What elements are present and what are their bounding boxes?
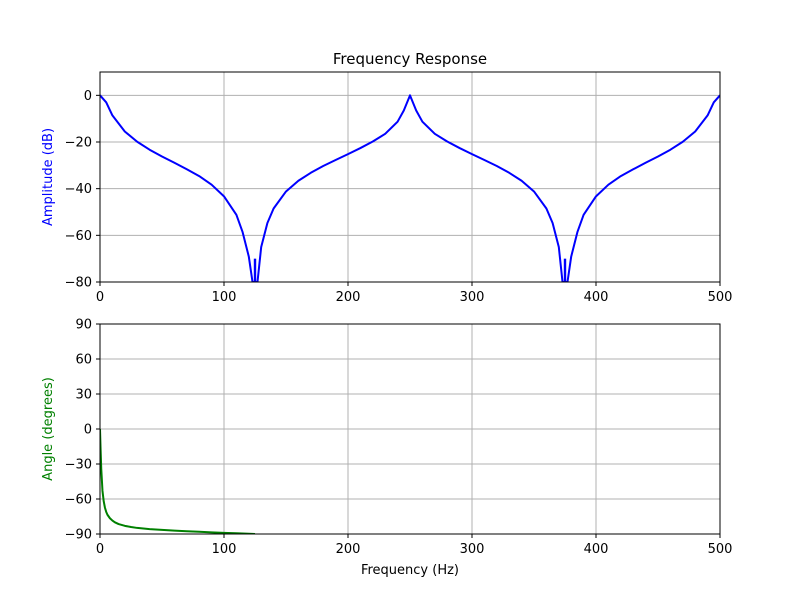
angle-y-tick-label: −90	[65, 528, 92, 543]
angle-y-tick-label: −60	[65, 493, 92, 508]
angle-x-tick-label: 0	[96, 542, 104, 557]
amplitude-series-line	[100, 94, 720, 282]
amplitude-x-tick-label: 100	[212, 290, 237, 305]
angle-x-tick-label: 400	[584, 542, 609, 557]
angle-x-tick-label: 200	[336, 542, 361, 557]
chart-title: Frequency Response	[333, 50, 487, 68]
amplitude-y-tick-label: 0	[84, 89, 92, 104]
amplitude-x-tick-label: 0	[96, 290, 104, 305]
angle-x-axis-label: Frequency (Hz)	[361, 563, 459, 578]
amplitude-y-tick-label: −40	[65, 182, 92, 197]
angle-y-axis-label: Angle (degrees)	[41, 377, 56, 481]
amplitude-y-tick-label: −20	[65, 136, 92, 151]
amplitude-x-tick-label: 300	[460, 290, 485, 305]
angle-y-tick-label: 0	[84, 423, 92, 438]
amplitude-y-axis-label: Amplitude (dB)	[41, 128, 56, 226]
angle-y-tick-label: 30	[75, 388, 92, 403]
angle-x-tick-label: 100	[212, 542, 237, 557]
angle-series-line	[100, 428, 256, 534]
angle-x-tick-label: 300	[460, 542, 485, 557]
angle-y-tick-label: −30	[65, 458, 92, 473]
amplitude-x-tick-label: 500	[708, 290, 733, 305]
amplitude-x-tick-label: 200	[336, 290, 361, 305]
amplitude-x-tick-label: 400	[584, 290, 609, 305]
amplitude-axes-frame	[99, 71, 721, 283]
angle-y-tick-label: 90	[75, 318, 92, 333]
amplitude-panel: 0 100 200 300 400 500 0 −20 −40 −60 −80 Amplitude (…	[41, 71, 733, 305]
amplitude-y-tick-label: −80	[65, 276, 92, 291]
angle-y-tick-label: 60	[75, 353, 92, 368]
angle-x-tick-label: 500	[708, 542, 733, 557]
amplitude-y-tick-label: −60	[65, 229, 92, 244]
